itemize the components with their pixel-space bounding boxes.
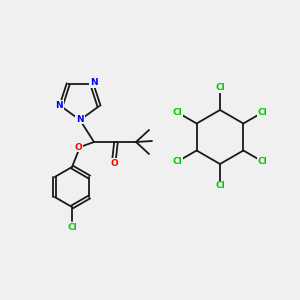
- Text: O: O: [110, 158, 118, 167]
- Text: Cl: Cl: [173, 108, 182, 117]
- Text: Cl: Cl: [215, 83, 225, 92]
- Text: Cl: Cl: [258, 108, 267, 117]
- Text: Cl: Cl: [67, 223, 77, 232]
- Text: Cl: Cl: [258, 157, 267, 166]
- Text: O: O: [74, 142, 82, 152]
- Text: Cl: Cl: [173, 157, 182, 166]
- Text: N: N: [55, 101, 63, 110]
- Text: N: N: [76, 115, 84, 124]
- Text: Cl: Cl: [215, 182, 225, 190]
- Text: N: N: [90, 78, 98, 87]
